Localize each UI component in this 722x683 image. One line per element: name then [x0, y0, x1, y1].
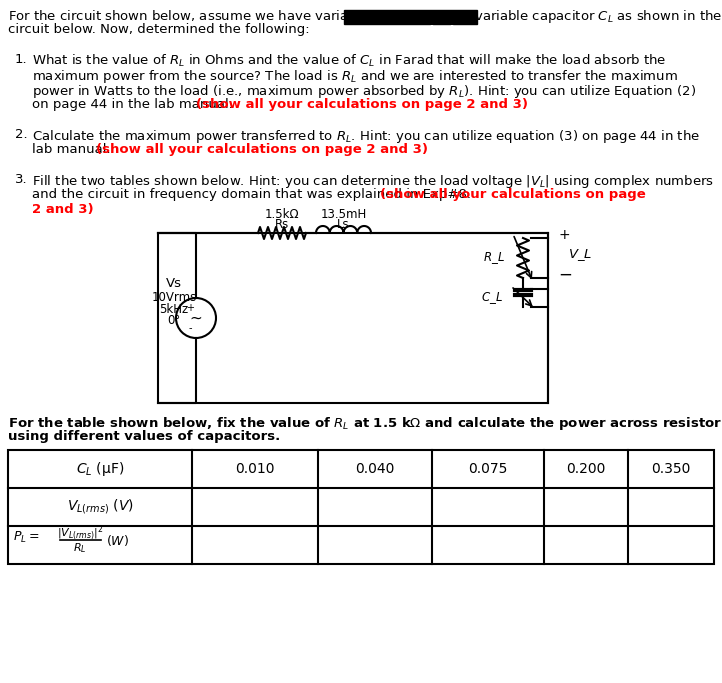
- Text: +: +: [558, 228, 570, 242]
- Text: power in Watts to the load (i.e., maximum power absorbed by $R_L$). Hint: you ca: power in Watts to the load (i.e., maximu…: [32, 83, 696, 100]
- Text: 1.5kΩ: 1.5kΩ: [265, 208, 300, 221]
- Text: Vs: Vs: [166, 277, 182, 290]
- Text: 0.350: 0.350: [651, 462, 691, 476]
- Text: Calculate the maximum power transferred to $R_L$. Hint: you can utilize equation: Calculate the maximum power transferred …: [32, 128, 700, 145]
- Text: 0.040: 0.040: [355, 462, 395, 476]
- Text: Fill the two tables shown below. Hint: you can determine the load voltage $|V_L|: Fill the two tables shown below. Hint: y…: [32, 173, 714, 190]
- Text: $(W)$: $(W)$: [106, 533, 129, 548]
- Text: lab manual.: lab manual.: [32, 143, 115, 156]
- Text: 1.: 1.: [15, 53, 27, 66]
- Text: maximum power from the source? The load is $R_L$ and we are interested to transf: maximum power from the source? The load …: [32, 68, 678, 85]
- Text: $P_L =$: $P_L =$: [13, 529, 40, 544]
- Text: $C_L$ (μF): $C_L$ (μF): [76, 460, 124, 478]
- Text: Ls: Ls: [337, 218, 350, 231]
- Text: 0°: 0°: [168, 314, 180, 327]
- Text: $V_{L(rms)}\ (V)$: $V_{L(rms)}\ (V)$: [66, 497, 134, 516]
- Text: 3.: 3.: [15, 173, 27, 186]
- Text: For the table shown below, fix the value of $R_L$ at 1.5 k$\Omega$ and calculate: For the table shown below, fix the value…: [8, 415, 722, 432]
- Text: ~: ~: [190, 311, 202, 326]
- Text: $|V_{L(rms)}|^2$: $|V_{L(rms)}|^2$: [56, 522, 103, 542]
- Text: $R_L$: $R_L$: [73, 541, 87, 555]
- Text: 0.075: 0.075: [469, 462, 508, 476]
- Text: circuit below. Now, determined the following:: circuit below. Now, determined the follo…: [8, 23, 318, 36]
- Text: $V\_L$: $V\_L$: [568, 247, 592, 263]
- Text: 13.5mH: 13.5mH: [321, 208, 367, 221]
- Text: on page 44 in the lab manual.: on page 44 in the lab manual.: [32, 98, 237, 111]
- Text: −: −: [558, 266, 572, 284]
- Text: (show all your calculations on page: (show all your calculations on page: [380, 188, 645, 201]
- Text: -: -: [188, 323, 192, 333]
- Text: What is the value of $R_L$ in Ohms and the value of $C_L$ in Farad that will mak: What is the value of $R_L$ in Ohms and t…: [32, 53, 666, 69]
- Text: 2.: 2.: [15, 128, 27, 141]
- Text: $R\_L$: $R\_L$: [483, 250, 505, 266]
- Text: and the circuit in frequency domain that was explained in Exp#8.: and the circuit in frequency domain that…: [32, 188, 475, 201]
- Text: Let Rs = 3 kOhm: Let Rs = 3 kOhm: [349, 25, 472, 38]
- Text: (show all your calculations on page 2 and 3): (show all your calculations on page 2 an…: [196, 98, 528, 111]
- Text: (show all your calculations on page 2 and 3): (show all your calculations on page 2 an…: [96, 143, 428, 156]
- Text: 2 and 3): 2 and 3): [32, 203, 94, 216]
- Bar: [158, 233, 548, 403]
- Bar: [8, 450, 714, 564]
- Text: For the circuit shown below, assume we have variable resistor $R_L$ and variable: For the circuit shown below, assume we h…: [8, 8, 722, 25]
- Text: +: +: [186, 303, 194, 313]
- Text: Rs: Rs: [275, 218, 289, 231]
- Bar: [344, 10, 477, 24]
- Text: $C\_L$: $C\_L$: [481, 290, 503, 307]
- Text: 10Vrms: 10Vrms: [152, 291, 196, 304]
- Text: 0.200: 0.200: [566, 462, 606, 476]
- Text: 0.010: 0.010: [235, 462, 275, 476]
- Text: using different values of capacitors.: using different values of capacitors.: [8, 430, 280, 443]
- Text: 5kHz: 5kHz: [160, 303, 188, 316]
